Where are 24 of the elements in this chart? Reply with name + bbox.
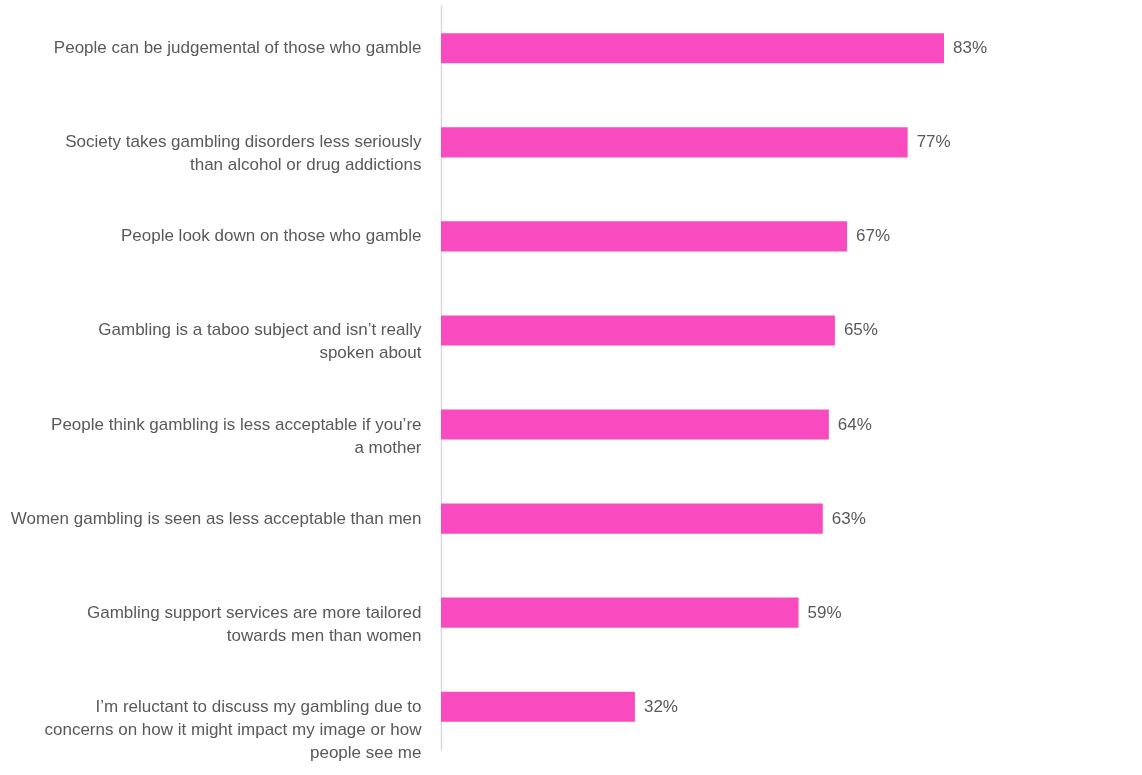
bar [441, 33, 944, 64]
y-tick-label: Gambling support services are more tailored towards men than women [87, 602, 422, 645]
data-label: 59% [807, 602, 842, 622]
data-label: 32% [643, 696, 678, 716]
data-label: 83% [953, 38, 988, 58]
data-label: 64% [837, 414, 872, 434]
bar [441, 409, 829, 440]
y-tick-label: People can be judgemental of those who gamble [53, 38, 422, 58]
y-tick-label: I’m reluctant to discuss my gambling due to concerns on how it might impact my image or how people see me [44, 696, 423, 762]
bar [441, 127, 908, 158]
y-tick-label: Women gambling is seen as less acceptable than men [10, 508, 422, 528]
y-tick-label: Society takes gambling disorders less seriously than alcohol or drug addictions [65, 132, 422, 175]
data-label: 65% [843, 320, 878, 340]
data-label: 77% [916, 132, 951, 152]
bar [441, 597, 799, 628]
data-label: 63% [831, 508, 866, 528]
bar [441, 315, 835, 346]
bar [441, 691, 635, 722]
bar [441, 503, 823, 534]
y-tick-label: Gambling is a taboo subject and isn’t really spoken about [98, 320, 422, 363]
bar [441, 221, 848, 252]
y-tick-label: People look down on those who gamble [120, 226, 422, 246]
data-label: 67% [856, 226, 891, 246]
y-tick-label: People think gambling is less acceptable if you’re a mother [51, 414, 422, 457]
